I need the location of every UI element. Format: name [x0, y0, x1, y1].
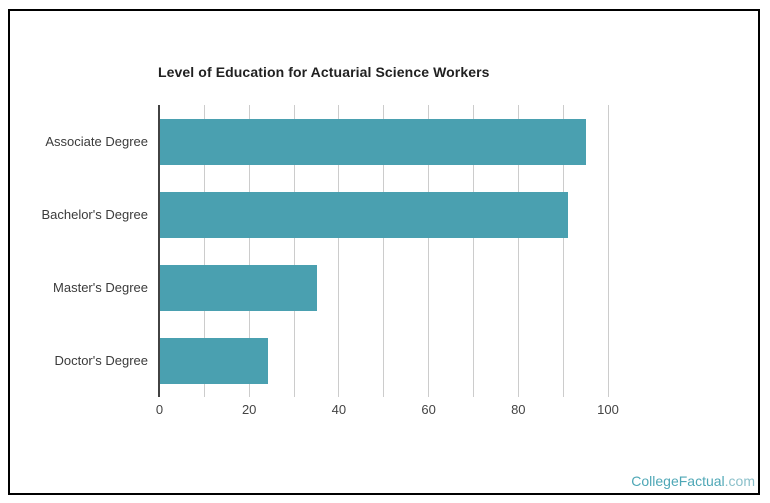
- gridline-70: [472, 105, 474, 397]
- bar-bachelor-s-degree: [160, 191, 569, 238]
- category-label-doctor-s-degree: Doctor's Degree: [54, 353, 148, 368]
- category-label-bachelor-s-degree: Bachelor's Degree: [41, 207, 148, 222]
- x-tick-label-60: 60: [421, 402, 436, 417]
- gridline-20: [248, 105, 250, 397]
- bar-master-s-degree: [160, 264, 317, 311]
- watermark-brand: CollegeFactual: [631, 473, 725, 489]
- x-tick-label-20: 20: [241, 402, 257, 417]
- x-axis-zero-line: [158, 105, 160, 397]
- chart-title: Level of Education for Actuarial Science…: [158, 64, 490, 80]
- category-label-master-s-degree: Master's Degree: [53, 280, 148, 295]
- x-tick-label-100: 100: [597, 402, 619, 417]
- gridline-30: [293, 105, 295, 397]
- x-tick-label-0: 0: [155, 402, 164, 417]
- gridline-90: [562, 105, 564, 397]
- chart-border-frame: [8, 9, 760, 495]
- category-label-associate-degree: Associate Degree: [45, 134, 148, 149]
- gridline-10: [203, 105, 205, 397]
- gridline-80: [517, 105, 519, 397]
- bar-associate-degree: [160, 118, 587, 165]
- x-tick-label-40: 40: [331, 402, 347, 417]
- gridline-100: [607, 105, 609, 397]
- bar-doctor-s-degree: [160, 337, 268, 384]
- gridline-40: [338, 105, 340, 397]
- x-tick-label-80: 80: [511, 402, 526, 417]
- gridline-50: [383, 105, 385, 397]
- watermark-link[interactable]: CollegeFactual.com: [631, 473, 755, 489]
- watermark-domain: .com: [724, 473, 755, 489]
- gridline-60: [428, 105, 430, 397]
